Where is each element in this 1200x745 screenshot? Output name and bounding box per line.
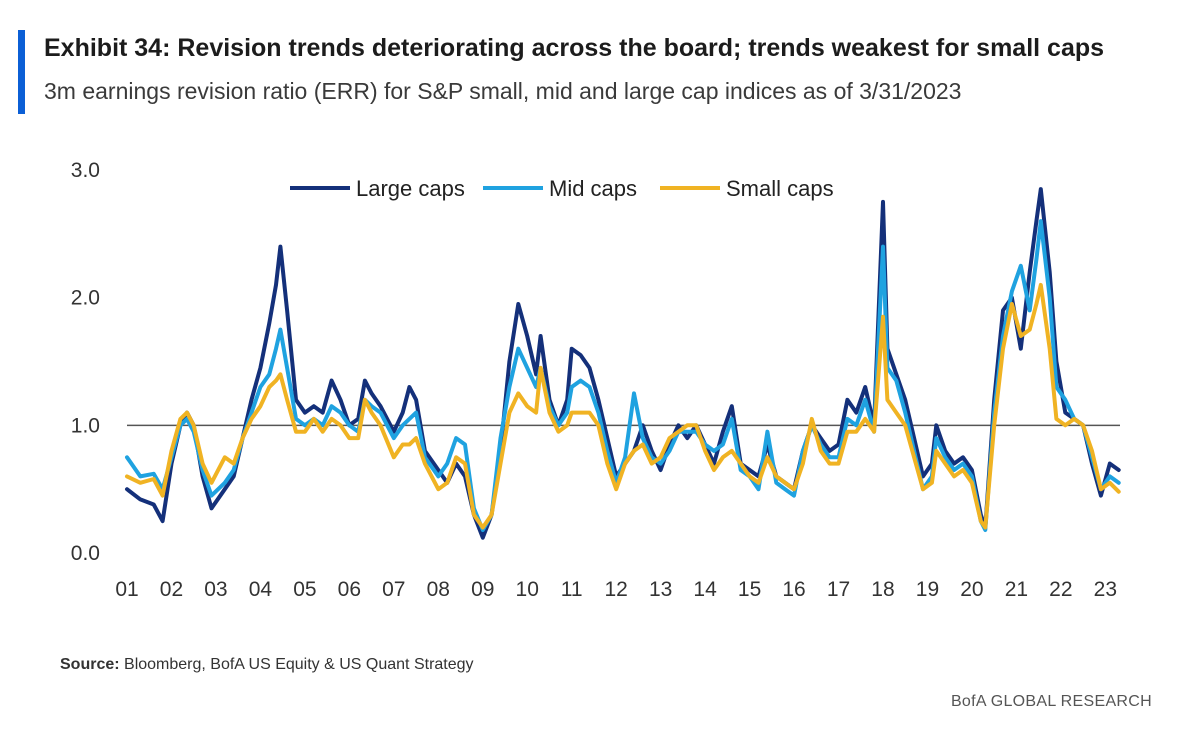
chart-title: Exhibit 34: Revision trends deterioratin… — [44, 34, 1105, 62]
x-tick-label: 14 — [693, 578, 717, 601]
x-tick-label: 21 — [1005, 578, 1028, 601]
legend-label: Small caps — [726, 176, 834, 201]
x-tick-label: 03 — [204, 578, 227, 601]
legend-mid-caps: Mid caps — [483, 176, 637, 201]
x-tick-label: 17 — [827, 578, 850, 601]
x-tick-label: 05 — [293, 578, 316, 601]
x-tick-label: 11 — [561, 578, 583, 601]
x-tick-label: 23 — [1094, 578, 1117, 601]
x-tick-label: 13 — [649, 578, 672, 601]
source-note: Source: Bloomberg, BofA US Equity & US Q… — [60, 656, 474, 674]
x-tick-label: 06 — [338, 578, 361, 601]
y-tick-label: 2.0 — [71, 287, 100, 310]
series-line-large-caps — [125, 187, 1121, 540]
legend-label: Large caps — [356, 176, 465, 201]
x-tick-label: 09 — [471, 578, 494, 601]
x-axis: 01 02 03 04 05 06 07 08 09 10 11 12 13 14 15 16 17 18 19 20… — [115, 578, 1117, 601]
y-tick-label: 3.0 — [71, 159, 100, 182]
brand-label: BofA GLOBAL RESEARCH — [950, 693, 1152, 710]
source-text: Bloomberg, BofA US Equity & US Quant Str… — [119, 656, 474, 673]
x-tick-label: 04 — [249, 578, 273, 601]
x-tick-label: 08 — [427, 578, 450, 601]
x-tick-label: 19 — [916, 578, 939, 601]
legend: Large caps Mid caps Small caps — [290, 176, 834, 201]
x-tick-label: 12 — [604, 578, 627, 601]
x-tick-label: 01 — [115, 578, 138, 601]
x-tick-label: 16 — [782, 578, 805, 601]
legend-large-caps: Large caps — [290, 176, 465, 201]
series-line-small-caps — [125, 282, 1121, 530]
x-tick-label: 18 — [871, 578, 894, 601]
series-lines — [125, 187, 1121, 540]
y-tick-label: 1.0 — [71, 414, 100, 437]
chart-subtitle: 3m earnings revision ratio (ERR) for S&P… — [44, 78, 962, 104]
accent-bar — [18, 30, 25, 114]
source-label: Source: — [60, 656, 120, 673]
y-axis: 0.0 1.0 2.0 3.0 — [71, 159, 100, 565]
x-tick-label: 20 — [960, 578, 983, 601]
legend-small-caps: Small caps — [660, 176, 834, 201]
x-tick-label: 02 — [160, 578, 183, 601]
y-tick-label: 0.0 — [71, 542, 100, 565]
legend-label: Mid caps — [549, 176, 637, 201]
x-tick-label: 10 — [516, 578, 539, 601]
x-tick-label: 22 — [1049, 578, 1072, 601]
series-line-mid-caps — [125, 219, 1121, 532]
x-tick-label: 07 — [382, 578, 405, 601]
x-tick-label: 15 — [738, 578, 761, 601]
